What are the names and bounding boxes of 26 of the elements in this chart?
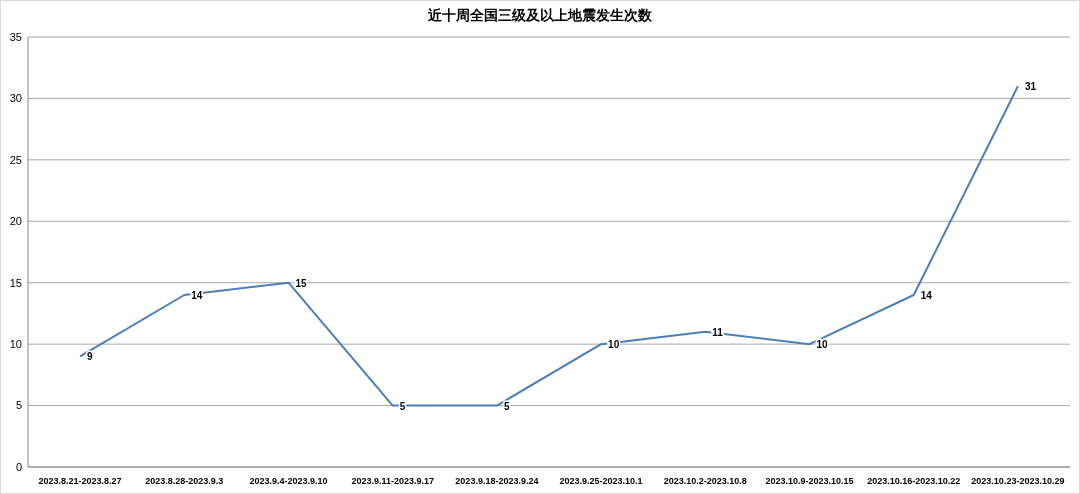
x-tick-label: 2023.9.18-2023.9.24 — [455, 476, 539, 486]
x-tick-label: 2023.8.28-2023.9.3 — [145, 476, 224, 486]
x-tick-label: 2023.10.16-2023.10.22 — [867, 476, 961, 486]
y-tick-label: 20 — [9, 215, 22, 228]
y-tick-label: 5 — [15, 399, 22, 412]
x-tick-label: 2023.9.11-2023.9.17 — [351, 476, 434, 486]
x-tick-label: 2023.9.4-2023.9.10 — [249, 476, 328, 486]
data-label: 10 — [816, 339, 829, 351]
data-label: 5 — [503, 400, 510, 412]
x-tick-label: 2023.9.25-2023.10.1 — [559, 476, 643, 486]
x-tick-label: 2023.10.23-2023.10.29 — [971, 476, 1065, 486]
chart-title: 近十周全国三级及以上地震发生次数 — [427, 7, 653, 23]
y-tick-label: 15 — [9, 276, 22, 289]
data-label: 9 — [87, 351, 94, 363]
y-tick-label: 10 — [9, 337, 22, 350]
y-tick-label: 0 — [15, 460, 22, 473]
data-label: 14 — [920, 290, 933, 301]
data-label: 15 — [295, 277, 308, 289]
data-label: 5 — [399, 400, 406, 412]
x-tick-label: 2023.10.2-2023.10.8 — [663, 476, 747, 486]
data-label: 31 — [1024, 81, 1037, 93]
y-tick-label: 30 — [9, 92, 22, 105]
x-tick-label: 2023.8.21-2023.8.27 — [38, 476, 122, 486]
x-tick-label: 2023.10.9-2023.10.15 — [765, 476, 854, 486]
y-tick-label: 25 — [9, 153, 22, 166]
y-tick-label: 35 — [9, 30, 22, 43]
